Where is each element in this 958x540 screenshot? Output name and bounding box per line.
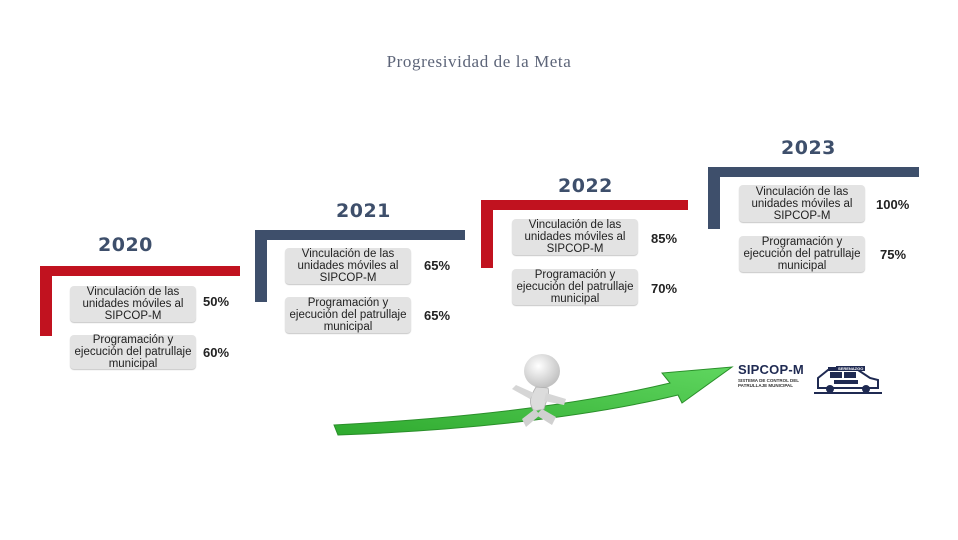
- year-2023: 2023: [781, 137, 836, 159]
- logo-badge: SERENAZGO: [836, 366, 866, 371]
- vinculacion-pct-2021: 65%: [424, 258, 451, 273]
- bracket-leg: [255, 230, 267, 302]
- bracket-leg: [40, 266, 52, 336]
- programacion-box-2020: Programación y ejecución del patrullaje …: [70, 334, 196, 370]
- running-figure-icon: [512, 354, 566, 427]
- vinculacion-box-2023: Vinculación de las unidades móviles al S…: [739, 185, 865, 222]
- bracket-leg: [481, 200, 493, 268]
- bracket-leg: [708, 167, 720, 229]
- programacion-pct-2022: 70%: [651, 281, 678, 296]
- programacion-pct-2021: 65%: [424, 308, 451, 323]
- year-2021: 2021: [336, 200, 391, 222]
- vinculacion-pct-2022: 85%: [651, 231, 678, 246]
- stage-bracket-2021: [255, 230, 465, 302]
- sipcop-logo: SIPCOP-M SISTEMA DE CONTROL DEL PATRULLA…: [736, 362, 882, 396]
- logo-name: SIPCOP-M: [738, 362, 804, 377]
- logo-subtitle: SISTEMA DE CONTROL DEL PATRULLAJE MUNICI…: [738, 378, 799, 388]
- bracket-bar: [708, 167, 919, 177]
- programacion-pct-2023: 75%: [880, 247, 907, 262]
- stage-bracket-2022: [481, 200, 688, 268]
- bracket-bar: [481, 200, 688, 210]
- bracket-bar: [255, 230, 465, 240]
- year-2020: 2020: [98, 234, 153, 256]
- year-2022: 2022: [558, 175, 613, 197]
- progress-illustration: [333, 354, 734, 436]
- vinculacion-box-2022: Vinculación de las unidades móviles al S…: [512, 219, 638, 255]
- vinculacion-pct-2020: 50%: [203, 294, 230, 309]
- patrol-car-icon: [814, 367, 882, 394]
- programacion-box-2021: Programación y ejecución del patrullaje …: [285, 297, 411, 333]
- programacion-pct-2020: 60%: [203, 345, 230, 360]
- page-title: Progresividad de la Meta: [386, 52, 572, 71]
- programacion-box-2023: Programación y ejecución del patrullaje …: [739, 236, 865, 272]
- bracket-bar: [40, 266, 240, 276]
- vinculacion-box-2020: Vinculación de las unidades móviles al S…: [70, 286, 196, 322]
- vinculacion-box-2021: Vinculación de las unidades móviles al S…: [285, 248, 411, 284]
- upward-arrow-icon: [333, 366, 734, 436]
- stage-bracket-2023: [708, 167, 919, 229]
- programacion-box-2022: Programación y ejecución del patrullaje …: [512, 269, 638, 305]
- vinculacion-pct-2023: 100%: [876, 197, 910, 212]
- stage-bracket-2020: [40, 266, 240, 336]
